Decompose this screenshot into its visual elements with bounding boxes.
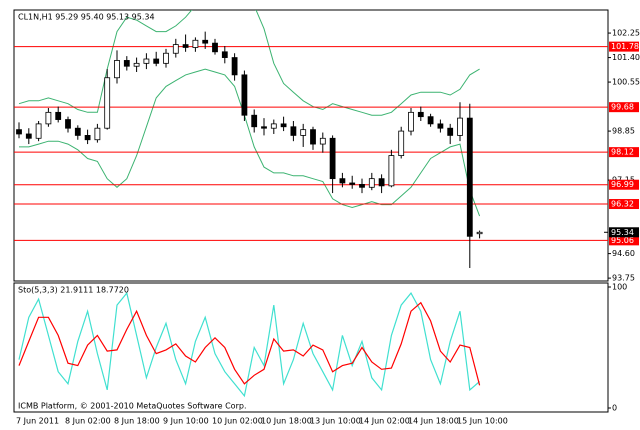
candle-body xyxy=(270,123,277,129)
level-tag xyxy=(609,235,639,246)
candle-body xyxy=(417,111,424,118)
candle-body xyxy=(261,126,267,129)
y-tick-label: 101.40 xyxy=(612,53,640,62)
candle-body xyxy=(378,178,385,187)
level-label: 96.99 xyxy=(611,180,634,189)
band-line xyxy=(18,10,480,116)
candle-body xyxy=(84,135,91,141)
candle-body xyxy=(25,133,32,139)
candle-body xyxy=(447,127,454,136)
stochastic-plot xyxy=(18,291,481,398)
x-tick-label: 7 Jun 2011 xyxy=(16,417,59,426)
candle-body xyxy=(143,58,150,64)
candle-body xyxy=(280,123,287,128)
candle-body xyxy=(114,60,120,79)
y-tick-label: 100.55 xyxy=(612,78,640,87)
candle-body xyxy=(202,39,209,44)
x-tick-label: 10 Jun 02:00 xyxy=(212,417,263,426)
y-tick-label: 100 xyxy=(612,283,627,292)
y-tick-label: 102.25 xyxy=(612,29,640,38)
x-tick-label: 10 Jun 18:00 xyxy=(261,417,312,426)
candle-body xyxy=(349,182,356,185)
candle-body xyxy=(408,111,414,132)
candle-body xyxy=(153,58,160,64)
candle-body xyxy=(182,44,189,48)
y-tick-label: 0 xyxy=(612,404,617,413)
copyright: ICMB Platform, © 2001-2010 MetaQuotes So… xyxy=(18,402,247,411)
band-line xyxy=(19,68,481,217)
candle-body xyxy=(94,127,101,141)
stochastic-title: Sto(5,3,3) 21.9111 18.7720 xyxy=(18,286,129,295)
candle-body xyxy=(388,155,395,187)
candle-body xyxy=(329,137,336,180)
level-tag xyxy=(609,199,639,210)
last-price-label: 95.34 xyxy=(611,228,634,237)
candle-body xyxy=(300,129,307,136)
stochastic-line xyxy=(18,301,481,386)
candle-body xyxy=(368,178,375,188)
candle-body xyxy=(457,117,463,136)
level-label: 96.32 xyxy=(611,200,634,209)
x-tick-label: 15 Jun 10:00 xyxy=(457,417,508,426)
candle-body xyxy=(55,111,62,120)
main-title: CL1N,H1 95.29 95.40 95.13 95.34 xyxy=(18,13,155,22)
level-tag xyxy=(609,147,639,158)
candle-body xyxy=(359,184,365,188)
y-tick-label: 98.85 xyxy=(612,127,635,136)
candle-body xyxy=(212,42,218,53)
candle-body xyxy=(339,178,346,184)
candle-body xyxy=(476,231,483,235)
candle-body xyxy=(35,123,42,139)
candle-body xyxy=(231,57,238,76)
candle-body xyxy=(192,39,199,48)
candle-body xyxy=(251,114,258,128)
x-tick-label: 8 Jun 02:00 xyxy=(65,417,111,426)
candle-body xyxy=(466,117,473,237)
candle-body xyxy=(427,116,434,125)
level-tag xyxy=(609,41,639,52)
candle-body xyxy=(437,123,444,129)
candle-body xyxy=(290,126,297,136)
level-label: 95.06 xyxy=(611,236,634,245)
last-price-tag xyxy=(609,227,639,238)
level-label: 99.68 xyxy=(611,103,634,112)
x-tick-label: 8 Jun 18:00 xyxy=(114,417,160,426)
y-tick-label: 93.75 xyxy=(612,274,635,283)
candle-body xyxy=(221,51,228,58)
level-tag xyxy=(609,179,639,190)
candle-body xyxy=(310,129,316,145)
level-tag xyxy=(609,102,639,113)
stochastic-line xyxy=(18,291,480,398)
x-tick-label: 14 Jun 02:00 xyxy=(359,417,410,426)
main-panel xyxy=(13,9,609,282)
candle-body xyxy=(65,119,71,129)
x-tick-label: 9 Jun 10:00 xyxy=(163,417,209,426)
level-label: 98.12 xyxy=(611,148,634,157)
candle-body xyxy=(16,129,22,135)
candle-body xyxy=(172,44,179,54)
level-label: 101.78 xyxy=(611,42,639,51)
candle-body xyxy=(241,74,248,116)
y-tick-label: 94.60 xyxy=(612,249,635,258)
candle-body xyxy=(104,77,111,129)
x-tick-label: 14 Jun 18:00 xyxy=(408,417,459,426)
main-plot xyxy=(14,10,608,269)
candle-body xyxy=(45,111,52,125)
x-tick-label: 13 Jun 10:00 xyxy=(310,417,361,426)
candle-body xyxy=(319,137,326,145)
candle-body xyxy=(163,52,169,64)
candle-body xyxy=(133,62,140,67)
candle-body xyxy=(123,60,130,67)
candle-body xyxy=(398,130,405,156)
candle-body xyxy=(74,127,81,136)
